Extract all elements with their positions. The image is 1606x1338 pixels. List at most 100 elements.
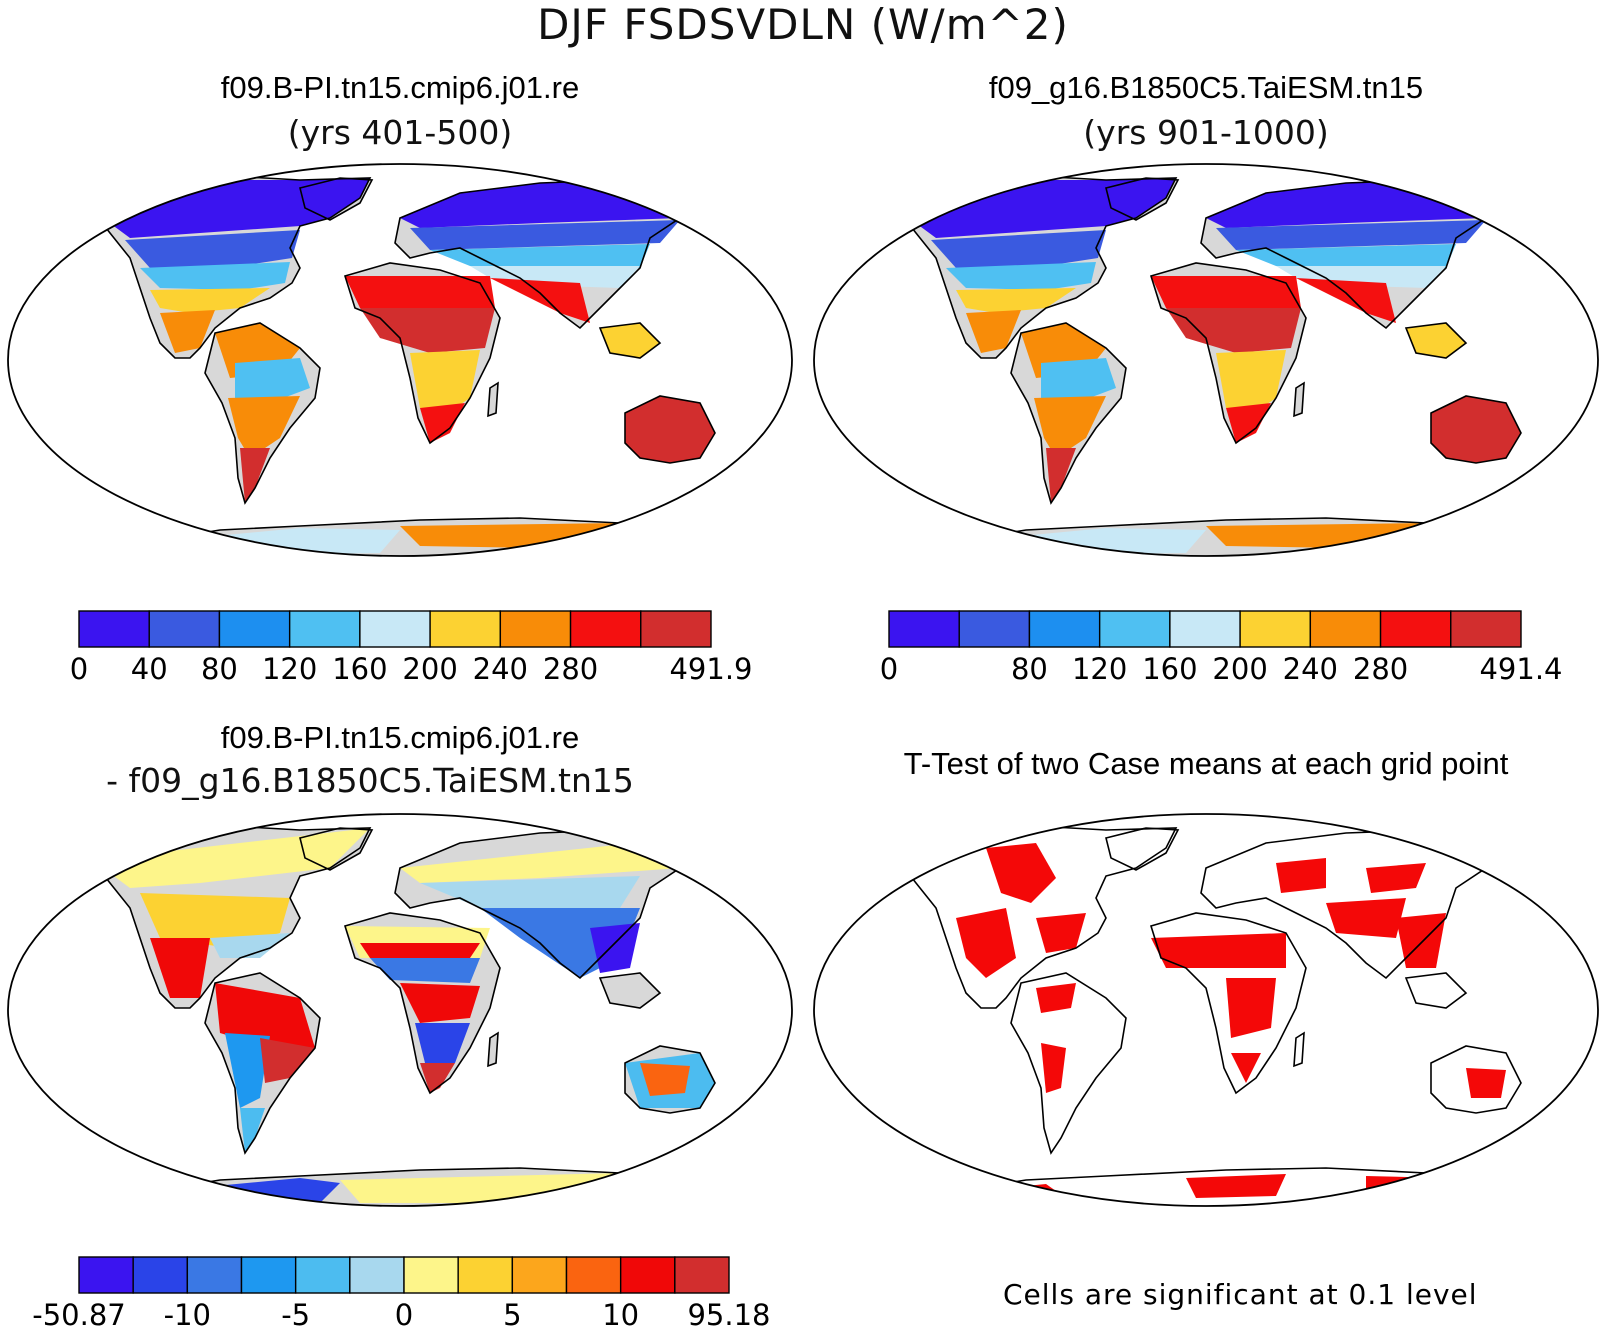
field-patch — [160, 310, 215, 353]
field-patch — [625, 396, 715, 463]
field-patch — [150, 938, 210, 998]
colorbar-box — [78, 1256, 134, 1294]
colorbar-box — [511, 1256, 568, 1294]
field-patch — [260, 1038, 315, 1083]
coastline-greenland — [1105, 177, 1180, 221]
main-title: DJF FSDSVDLN (W/m^2) — [537, 0, 1069, 49]
field-patch — [420, 1063, 455, 1093]
field-patch — [470, 266, 640, 288]
colorbar-diff — [78, 1256, 730, 1294]
colorbar-box — [78, 610, 150, 648]
colorbar-tick-label: 491.4 — [1479, 652, 1563, 686]
field-patch — [140, 262, 290, 290]
field-patch — [1216, 350, 1286, 418]
coastline-australia — [624, 1045, 716, 1114]
colorbar-box — [1450, 610, 1522, 648]
field-patch — [1041, 358, 1116, 403]
coastline-southAmerica — [1010, 972, 1127, 1155]
coastline-seAsia — [598, 322, 662, 359]
colorbar-box — [565, 1256, 622, 1294]
field-patch — [1276, 266, 1446, 288]
coastline-southAmerica — [204, 972, 321, 1155]
colorbar-tick-label: -5 — [281, 1298, 311, 1332]
coastline-seAsia — [1404, 322, 1468, 359]
colorbar-box — [499, 610, 572, 648]
colorbar-tick-label: 280 — [542, 652, 599, 686]
colorbar-box — [888, 610, 960, 648]
field-patch — [225, 1033, 270, 1108]
colorbar-tick-label: 0 — [69, 652, 89, 686]
colorbar-box — [1309, 610, 1382, 648]
field-patch — [1226, 403, 1271, 443]
field-patch — [140, 893, 290, 948]
colorbar-tick-label: -50.87 — [32, 1298, 126, 1332]
colorbar-tick-label: 240 — [472, 652, 529, 686]
panel1-subtitle: (yrs 401-500) — [287, 113, 513, 152]
significant-cells — [1326, 898, 1406, 938]
colorbar-box — [288, 610, 361, 648]
significant-cells — [1226, 978, 1276, 1038]
coastline-greenland — [299, 177, 374, 221]
colorbar-case2 — [888, 610, 1522, 648]
map-case2 — [813, 163, 1599, 557]
coastline-australia — [1430, 1045, 1522, 1114]
colorbar-tick-label: 280 — [1352, 652, 1409, 686]
significant-cells — [956, 1184, 1066, 1205]
field-patch — [946, 262, 1096, 290]
field-patch — [240, 1108, 265, 1153]
coastline-madagascar — [1293, 381, 1305, 418]
land-greenland — [1106, 828, 1178, 870]
colorbar-box — [294, 1256, 351, 1294]
coastline-northAmerica — [90, 175, 372, 359]
significant-cells — [1276, 858, 1326, 893]
colorbar-box — [429, 610, 502, 648]
field-patch — [1151, 276, 1301, 308]
colorbar-case2-labels: 0 80 120 160 200 240 280 491.4 — [880, 652, 1563, 692]
colorbar-tick-label: 160 — [1142, 652, 1198, 686]
coastline-africa — [343, 912, 501, 1095]
coastline-madagascar — [487, 381, 499, 418]
field-patch — [956, 288, 1076, 313]
colorbar-tick-label: -10 — [163, 1298, 212, 1332]
coastline-greenland — [299, 827, 374, 871]
map-border — [7, 813, 793, 1207]
map-ttest — [813, 813, 1599, 1207]
significant-cells — [1151, 933, 1286, 968]
field-patch — [1034, 396, 1106, 458]
field-patch — [240, 448, 270, 503]
colorbar-tick-label: 491.9 — [669, 652, 753, 686]
colorbar-tick-label: 80 — [1010, 652, 1048, 686]
field-patch — [400, 523, 680, 550]
field-patch — [946, 528, 1206, 556]
coastline-greenland — [1105, 827, 1180, 871]
field-patch — [150, 288, 270, 313]
coastline-africa — [1149, 912, 1307, 1095]
field-patch — [1296, 278, 1396, 323]
colorbar-tick-label: 120 — [1071, 652, 1128, 686]
field-patch — [228, 396, 300, 458]
map-case1 — [7, 163, 793, 557]
significant-cells — [1036, 913, 1086, 953]
colorbar-box — [349, 1256, 405, 1294]
significant-cells — [1186, 1174, 1286, 1198]
colorbar-box — [148, 610, 221, 648]
land-seAsia — [600, 973, 660, 1008]
field-patch — [370, 958, 480, 983]
colorbar-box — [569, 610, 642, 648]
significance-note: Cells are significant at 0.1 level — [1003, 1278, 1478, 1311]
significant-cells — [1036, 983, 1076, 1013]
field-patch — [210, 933, 290, 958]
panel2-subtitle: (yrs 901-1000) — [1083, 113, 1329, 152]
field-patch — [215, 983, 315, 1048]
map-border — [813, 163, 1599, 557]
colorbar-tick-label: 200 — [402, 652, 458, 686]
field-patch — [1216, 220, 1486, 250]
colorbar-tick-label: 0 — [394, 1298, 414, 1332]
coastline-seAsia — [1404, 972, 1468, 1009]
colorbar-tick-label: 120 — [261, 652, 318, 686]
field-patch — [600, 323, 660, 358]
field-patch — [931, 230, 1106, 268]
coastline-northAmerica — [896, 175, 1178, 359]
field-patch — [1431, 396, 1521, 463]
colorbar-box — [1028, 610, 1101, 648]
